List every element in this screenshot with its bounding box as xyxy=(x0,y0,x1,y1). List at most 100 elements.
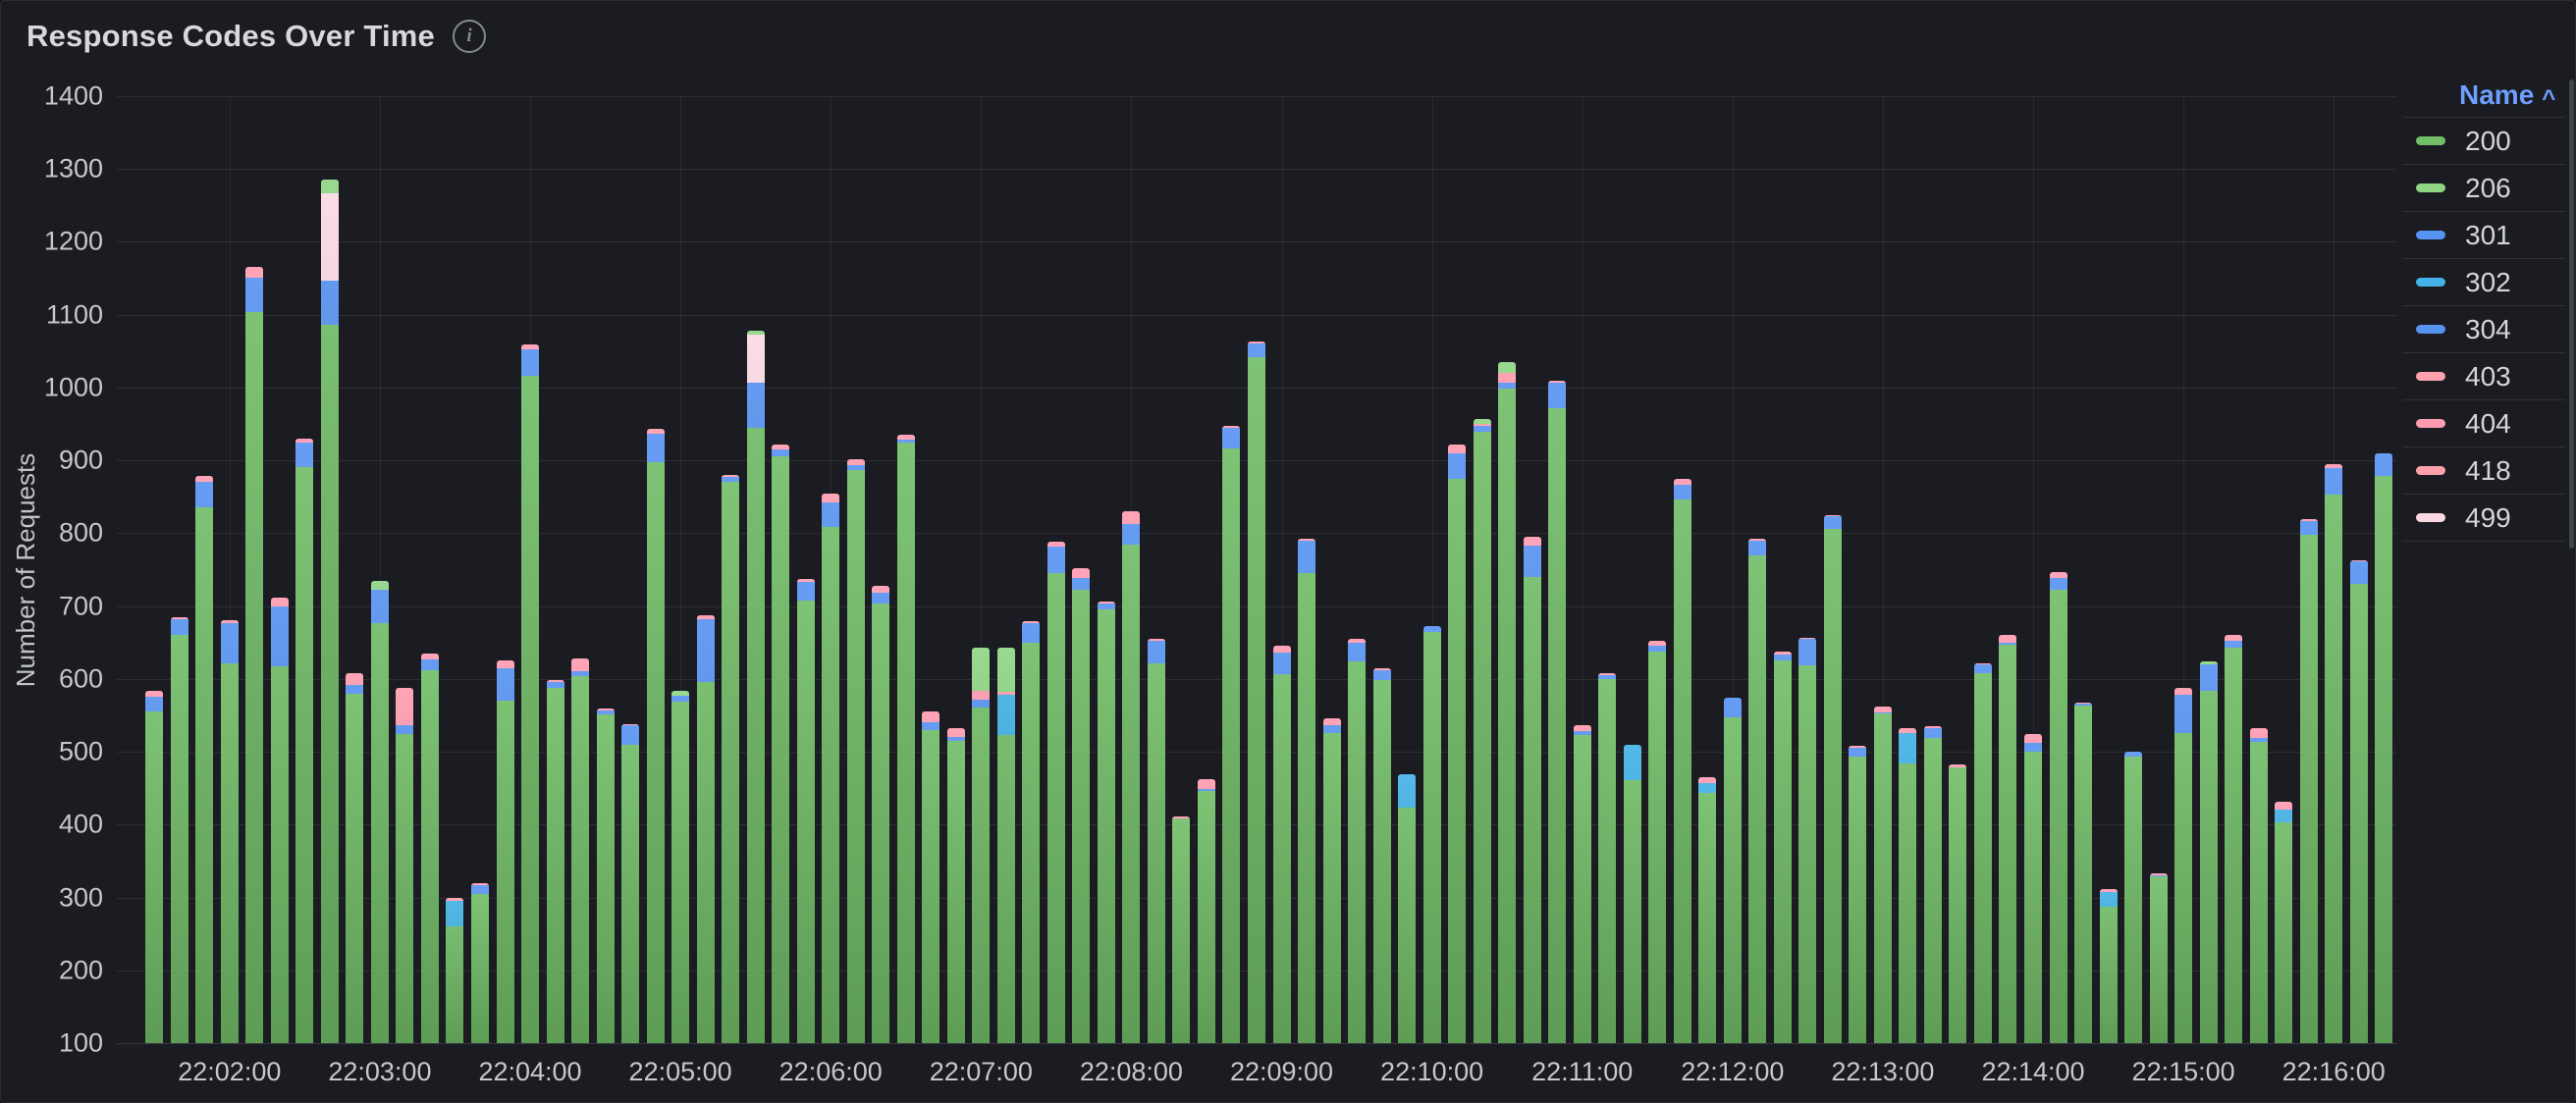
bar-22:15:10[interactable] xyxy=(2199,661,2218,1043)
bar-22:02:10[interactable] xyxy=(245,267,264,1043)
bar-22:11:10[interactable] xyxy=(1598,672,1617,1043)
bar-22:08:20[interactable] xyxy=(1172,816,1191,1043)
bar-22:03:30[interactable] xyxy=(446,897,464,1043)
bar-22:15:00[interactable] xyxy=(2174,687,2193,1043)
bar-22:16:00[interactable] xyxy=(2325,463,2343,1043)
bar-22:01:50[interactable] xyxy=(195,476,214,1043)
bar-22:11:30[interactable] xyxy=(1648,640,1667,1043)
bar-22:15:20[interactable] xyxy=(2225,634,2243,1043)
bar-22:10:50[interactable] xyxy=(1548,380,1567,1043)
bar-22:02:50[interactable] xyxy=(346,672,364,1043)
legend-sort-header[interactable]: Name ^ xyxy=(2402,74,2565,117)
bar-22:15:50[interactable] xyxy=(2299,518,2318,1043)
legend-item-304[interactable]: 304 xyxy=(2402,305,2565,352)
bar-22:03:40[interactable] xyxy=(470,882,489,1043)
bar-22:04:50[interactable] xyxy=(646,429,665,1043)
legend-item-404[interactable]: 404 xyxy=(2402,399,2565,446)
bar-22:08:00[interactable] xyxy=(1122,511,1141,1043)
bar-22:09:40[interactable] xyxy=(1372,667,1391,1043)
bar-22:15:30[interactable] xyxy=(2249,728,2268,1043)
bar-22:05:00[interactable] xyxy=(671,691,690,1043)
bar-22:12:30[interactable] xyxy=(1798,637,1817,1043)
bar-22:02:30[interactable] xyxy=(295,438,314,1043)
bar-22:06:10[interactable] xyxy=(846,458,865,1043)
bar-22:09:50[interactable] xyxy=(1398,774,1417,1043)
bar-22:05:40[interactable] xyxy=(772,444,790,1043)
bar-22:11:40[interactable] xyxy=(1673,478,1691,1043)
bar-22:05:30[interactable] xyxy=(746,331,765,1043)
bar-22:13:20[interactable] xyxy=(1923,726,1942,1043)
bar-22:11:20[interactable] xyxy=(1623,744,1641,1043)
panel-info-icon[interactable]: i xyxy=(453,20,486,53)
bar-22:07:50[interactable] xyxy=(1097,602,1115,1043)
bar-22:09:00[interactable] xyxy=(1272,645,1291,1043)
bar-22:10:10[interactable] xyxy=(1448,444,1467,1043)
bar-22:07:00[interactable] xyxy=(972,647,991,1043)
bar-22:06:20[interactable] xyxy=(872,585,890,1043)
bar-22:10:20[interactable] xyxy=(1473,418,1491,1043)
bar-22:08:10[interactable] xyxy=(1147,639,1165,1043)
bar-22:13:10[interactable] xyxy=(1899,728,1917,1043)
bar-22:03:10[interactable] xyxy=(396,688,414,1043)
legend-item-200[interactable]: 200 xyxy=(2402,117,2565,164)
bar-22:05:20[interactable] xyxy=(722,475,740,1043)
bar-22:12:20[interactable] xyxy=(1773,652,1792,1043)
bar-22:06:00[interactable] xyxy=(822,493,840,1043)
bar-22:04:30[interactable] xyxy=(596,708,615,1043)
legend-item-206[interactable]: 206 xyxy=(2402,164,2565,211)
bar-22:16:10[interactable] xyxy=(2349,559,2368,1043)
bar-22:14:40[interactable] xyxy=(2124,752,2143,1043)
bar-22:07:30[interactable] xyxy=(1046,542,1065,1043)
bar-22:10:00[interactable] xyxy=(1422,626,1441,1043)
bar-22:14:10[interactable] xyxy=(2049,571,2067,1043)
bar-22:14:30[interactable] xyxy=(2099,888,2118,1043)
legend-scrollbar[interactable] xyxy=(2569,79,2574,549)
bar-22:12:00[interactable] xyxy=(1723,698,1742,1043)
bar-22:12:10[interactable] xyxy=(1748,539,1767,1043)
legend-item-418[interactable]: 418 xyxy=(2402,446,2565,494)
bar-22:14:00[interactable] xyxy=(2024,733,2042,1043)
bar-22:03:50[interactable] xyxy=(496,660,514,1043)
legend-item-301[interactable]: 301 xyxy=(2402,211,2565,258)
bar-22:15:40[interactable] xyxy=(2275,801,2293,1043)
bar-22:07:40[interactable] xyxy=(1072,568,1091,1043)
bar-22:12:40[interactable] xyxy=(1823,514,1842,1043)
bar-22:03:00[interactable] xyxy=(370,581,389,1043)
bar-22:09:20[interactable] xyxy=(1322,717,1341,1043)
bar-22:14:20[interactable] xyxy=(2074,702,2093,1043)
bar-22:04:40[interactable] xyxy=(621,723,640,1043)
bar-22:06:40[interactable] xyxy=(922,711,940,1043)
bar-22:01:40[interactable] xyxy=(170,616,188,1043)
legend-item-403[interactable]: 403 xyxy=(2402,352,2565,399)
bar-22:09:10[interactable] xyxy=(1298,539,1316,1043)
bar-22:04:10[interactable] xyxy=(546,680,564,1043)
bar-22:08:30[interactable] xyxy=(1197,778,1215,1043)
bar-22:14:50[interactable] xyxy=(2149,873,2168,1043)
bar-22:13:50[interactable] xyxy=(1999,634,2017,1043)
bar-22:13:40[interactable] xyxy=(1973,662,1992,1043)
bar-22:13:00[interactable] xyxy=(1873,707,1892,1043)
bar-22:12:50[interactable] xyxy=(1849,746,1867,1043)
bar-22:11:00[interactable] xyxy=(1573,725,1591,1043)
bar-22:04:20[interactable] xyxy=(571,658,590,1043)
bar-22:03:20[interactable] xyxy=(420,653,439,1043)
bar-22:06:30[interactable] xyxy=(896,435,915,1043)
bar-22:06:50[interactable] xyxy=(946,728,965,1043)
bar-22:16:20[interactable] xyxy=(2375,453,2393,1043)
bar-22:10:40[interactable] xyxy=(1523,537,1541,1043)
bar-22:05:50[interactable] xyxy=(796,579,815,1043)
bar-22:02:40[interactable] xyxy=(320,180,339,1043)
bar-22:04:00[interactable] xyxy=(521,344,540,1043)
bar-22:08:50[interactable] xyxy=(1248,341,1265,1043)
bar-22:07:10[interactable] xyxy=(996,647,1015,1043)
legend-item-302[interactable]: 302 xyxy=(2402,258,2565,305)
panel-header[interactable]: Response Codes Over Time i xyxy=(27,15,486,58)
bar-22:13:30[interactable] xyxy=(1949,764,1967,1043)
bar-22:02:20[interactable] xyxy=(270,597,289,1043)
bar-22:02:00[interactable] xyxy=(220,619,239,1043)
bar-22:07:20[interactable] xyxy=(1022,621,1041,1043)
bar-22:09:30[interactable] xyxy=(1348,639,1367,1043)
bar-22:05:10[interactable] xyxy=(696,614,715,1043)
legend-item-499[interactable]: 499 xyxy=(2402,494,2565,542)
bar-22:10:30[interactable] xyxy=(1498,361,1517,1043)
